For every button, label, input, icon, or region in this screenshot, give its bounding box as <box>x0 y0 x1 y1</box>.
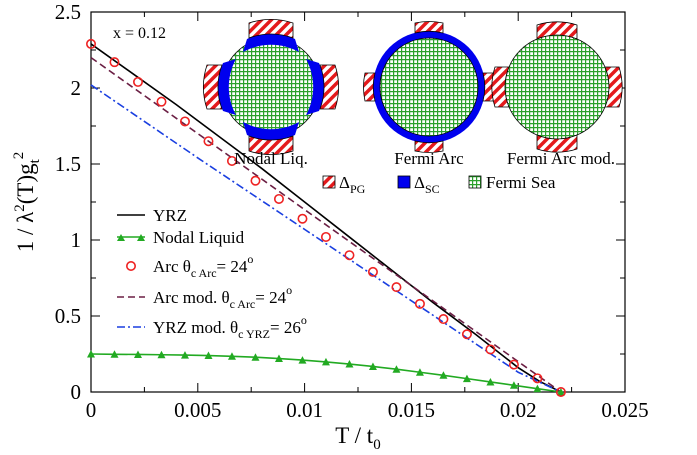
series-point-arc <box>320 231 331 242</box>
legend-marker-nodal <box>117 234 125 241</box>
series-point-nodal <box>204 351 213 360</box>
inset-label-arc-mod: Fermi Arc mod. <box>507 149 615 168</box>
series-point-nodal <box>462 374 471 383</box>
series-point-nodal <box>298 356 307 364</box>
inset-legend-pg-label: ΔPG <box>339 173 366 196</box>
series-point-nodal <box>133 350 142 358</box>
series-point-arc <box>109 57 120 68</box>
series-point-arc <box>179 116 190 127</box>
inset-fermi-arc-mod <box>491 21 623 153</box>
series-point-nodal <box>509 381 518 389</box>
legend-label-arc: Arc θc Arc= 24o <box>153 252 253 280</box>
inset-fermi-arc <box>363 21 495 153</box>
series-point-nodal <box>392 365 401 373</box>
series-point-arc <box>555 386 566 397</box>
series-point-arc <box>391 282 402 293</box>
legend-marker-arc <box>126 260 137 271</box>
y-tick-label: 0 <box>71 380 82 404</box>
series-line-yrz <box>90 43 562 393</box>
series-point-nodal <box>87 350 95 358</box>
inset-nodal-liquid <box>203 19 339 155</box>
series-point-arc <box>438 314 449 325</box>
y-tick-label: 2.5 <box>55 0 81 24</box>
inset-diagrams: Nodal Liq. Fermi Arc Fermi Arc mod. ΔPG … <box>203 19 623 196</box>
series-point-arc <box>273 193 284 204</box>
series-point-arc <box>344 250 355 261</box>
series-point-nodal <box>368 362 377 370</box>
inset-label-arc: Fermi Arc <box>394 149 464 168</box>
legend-label-yrz: YRZ <box>153 206 187 225</box>
doping-annotation: x = 0.12 <box>113 25 166 42</box>
x-tick-label: 0.005 <box>174 398 221 422</box>
series-point-arc <box>86 38 97 49</box>
series-line-arcmod <box>90 56 562 393</box>
series-point-arc <box>226 155 237 166</box>
legend: YRZ Nodal Liquid Arc θc Arc= 24o Arc mod… <box>117 206 307 341</box>
y-tick-label: 0.5 <box>55 304 81 328</box>
x-tick-label: 0.015 <box>388 398 435 422</box>
series-point-arc <box>508 359 519 370</box>
x-tick-label: 0.02 <box>500 398 537 422</box>
series-point-arc <box>132 76 143 87</box>
series-point-arc <box>485 344 496 355</box>
y-tick-labels: 0 0.5 1 1.5 2 2.5 <box>55 0 81 404</box>
y-axis-label: 1 / λ2(T)gt2 <box>11 152 43 253</box>
series-point-nodal <box>180 351 189 359</box>
y-tick-label: 1.5 <box>55 152 81 176</box>
series-point-arc <box>367 266 378 277</box>
series-point-nodal <box>274 354 283 363</box>
y-tick-label: 1 <box>71 228 82 252</box>
series-point-nodal <box>439 371 448 379</box>
series-layer <box>86 38 566 397</box>
y-tick-label: 2 <box>71 76 82 100</box>
inset-legend-fs-label: Fermi Sea <box>486 173 556 192</box>
inset-legend-sc-swatch <box>397 175 411 189</box>
series-point-arc <box>414 298 425 309</box>
inset-label-nodal: Nodal Liq. <box>234 149 308 168</box>
inset-legend-pg-swatch <box>322 175 336 189</box>
series-point-nodal <box>110 350 119 358</box>
series-line-yrzmod <box>90 84 562 393</box>
series-point-nodal <box>227 352 236 360</box>
series-point-nodal <box>533 384 542 393</box>
inset-legend-sc-label: ΔSC <box>414 173 440 196</box>
x-tick-label: 0 <box>86 398 97 422</box>
series-point-arc <box>156 96 167 107</box>
legend-label-yrzmod: YRZ mod. θc YRZ= 26o <box>153 313 307 341</box>
series-point-nodal <box>157 350 166 359</box>
series-point-nodal <box>486 377 495 386</box>
series-point-nodal <box>251 353 260 361</box>
series-point-arc <box>203 136 214 147</box>
series-point-arc <box>297 213 308 224</box>
series-point-nodal <box>321 357 330 366</box>
series-point-arc <box>461 329 472 340</box>
x-axis-label: T / t0 <box>335 423 380 453</box>
series-point-arc <box>532 373 543 384</box>
series-point-nodal <box>415 368 424 376</box>
x-tick-labels: 0 0.005 0.01 0.015 0.02 0.025 <box>86 398 649 422</box>
legend-marker-nodal <box>137 234 145 241</box>
inset-legend-fs-swatch <box>468 175 482 189</box>
series-point-nodal <box>345 360 354 368</box>
legend-label-nodal: Nodal Liquid <box>153 228 245 247</box>
series-point-nodal <box>556 388 565 396</box>
x-tick-label: 0.025 <box>601 398 648 422</box>
legend-label-arcmod: Arc mod. θc Arc= 24o <box>153 283 292 311</box>
series-point-arc <box>250 175 261 186</box>
axis-ticks <box>90 11 626 393</box>
x-tick-label: 0.01 <box>286 398 323 422</box>
